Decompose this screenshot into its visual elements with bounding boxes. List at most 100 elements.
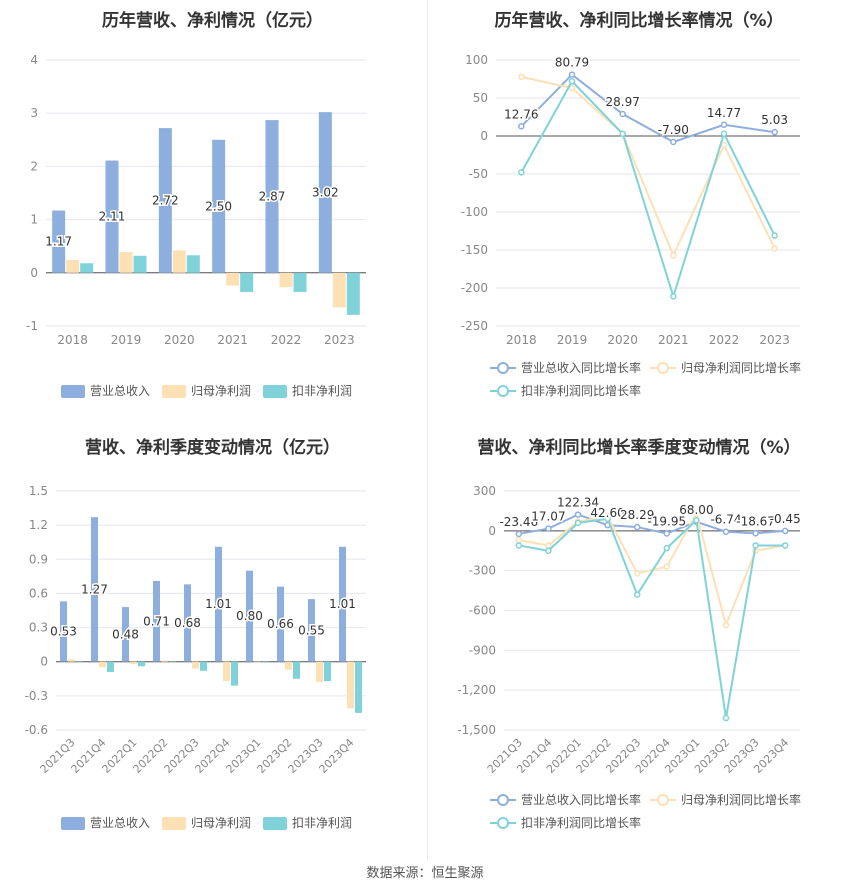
data-label: -7.90: [658, 123, 689, 137]
bar: [172, 250, 186, 273]
data-point: [720, 141, 728, 149]
y-tick-label: -0.3: [25, 689, 48, 703]
bar: [66, 260, 80, 273]
data-point: [670, 293, 677, 300]
bar: [332, 272, 346, 308]
data-point: [633, 523, 641, 531]
data-point: [545, 542, 552, 549]
bar: [318, 112, 332, 273]
legend-marker: [61, 385, 85, 398]
data-point: [752, 542, 759, 549]
bar: [293, 661, 300, 679]
vertical-divider: [427, 0, 428, 860]
bar: [293, 272, 307, 292]
data-label: 1.01: [205, 597, 232, 611]
y-tick-label: -0.6: [25, 723, 48, 737]
y-tick-label: -250: [461, 319, 488, 333]
x-tick-label: 2019: [111, 333, 142, 347]
data-label: 2.11: [99, 210, 126, 224]
data-label: 28.29: [620, 508, 654, 522]
data-point: [574, 511, 582, 518]
data-point: [515, 530, 523, 538]
x-tick-label: 2021: [658, 333, 689, 347]
data-point: [771, 128, 778, 136]
y-tick-label: 1: [30, 213, 38, 227]
bar: [52, 210, 66, 273]
x-tick-label: 2023Q4: [317, 736, 357, 776]
chart-title: 营收、净利季度变动情况（亿元）: [85, 438, 340, 458]
y-tick-label: -150: [461, 243, 488, 257]
y-tick-label: -50: [468, 167, 488, 181]
y-tick-label: -1,200: [457, 683, 496, 697]
y-tick-label: -1: [26, 319, 38, 333]
y-tick-label: 0: [30, 266, 38, 280]
bar: [80, 263, 94, 273]
y-tick-label: 4: [30, 53, 38, 67]
legend-marker: [657, 362, 669, 374]
data-label: 12.76: [504, 107, 538, 121]
bar: [212, 139, 226, 273]
bar: [192, 661, 199, 669]
y-tick-label: -200: [461, 281, 488, 295]
data-label: 80.79: [555, 56, 589, 70]
y-tick-label: 0.9: [29, 552, 48, 566]
chart-panel-annual-amounts: 历年营收、净利情况（亿元） -1 0 1 2 3 4 2018 2019 2020 2021 202…: [0, 0, 425, 420]
legend-marker: [657, 794, 669, 806]
data-point: [545, 547, 552, 554]
bar: [158, 128, 172, 273]
y-tick-label: -1,500: [457, 723, 496, 737]
legend-marker: [497, 362, 509, 374]
x-tick-label: 2022: [709, 333, 740, 347]
chart-title: 历年营收、净利同比增长率情况（%）: [494, 11, 784, 31]
data-point: [670, 138, 677, 146]
legend-marker: [263, 385, 287, 398]
legend-label: 营业总收入: [90, 384, 150, 398]
data-point: [515, 536, 523, 544]
series-line: [521, 75, 776, 258]
bar: [130, 661, 137, 664]
series-line: [518, 517, 786, 719]
data-label: 0.53: [50, 625, 77, 639]
x-tick-label: 2023: [759, 333, 790, 347]
bar: [324, 661, 331, 682]
data-point: [781, 542, 789, 549]
legend-marker: [497, 794, 509, 806]
series-line: [520, 73, 775, 144]
data-label: 0.66: [267, 617, 294, 631]
data-point: [771, 232, 778, 239]
x-tick-label: 2021: [217, 333, 248, 347]
data-point: [568, 78, 576, 85]
y-tick-label: 50: [473, 91, 488, 105]
bar: [105, 160, 119, 273]
y-tick-label: 100: [465, 53, 488, 67]
data-point: [663, 563, 671, 570]
data-point: [722, 621, 730, 629]
legend-label: 归母净利润: [191, 384, 251, 398]
x-tick-label: 2023: [324, 333, 355, 347]
data-point: [771, 245, 778, 252]
annual-growth-line-chart: -250 -200 -150 -100 -50 0 50 100 2018 2019 2020 202…: [461, 53, 801, 398]
bar: [240, 272, 254, 292]
bar: [76, 661, 83, 663]
data-label: 1.27: [81, 582, 108, 596]
data-label: 0.48: [112, 627, 139, 641]
data-label: 122.34: [557, 496, 599, 510]
series-line: [518, 513, 786, 535]
bar: [186, 255, 200, 273]
data-point: [545, 525, 552, 532]
quarterly-amount-bar-chart: -0.6-0.300.30.60.91.21.52021Q32021Q42022…: [25, 484, 366, 830]
bar: [184, 584, 191, 662]
x-tick-label: 2019: [557, 333, 588, 347]
y-tick-label: 2: [30, 159, 38, 173]
data-point: [693, 516, 700, 524]
bar: [200, 661, 207, 671]
data-label: 68.00: [679, 503, 713, 517]
y-tick-label: 1.2: [29, 518, 48, 532]
bar: [231, 661, 238, 686]
data-point: [752, 530, 759, 537]
data-point: [604, 515, 611, 523]
bar: [265, 120, 279, 273]
series-line: [520, 79, 776, 300]
data-point: [568, 84, 576, 92]
chart-title: 营收、净利同比增长率季度变动情况（%）: [477, 438, 801, 458]
